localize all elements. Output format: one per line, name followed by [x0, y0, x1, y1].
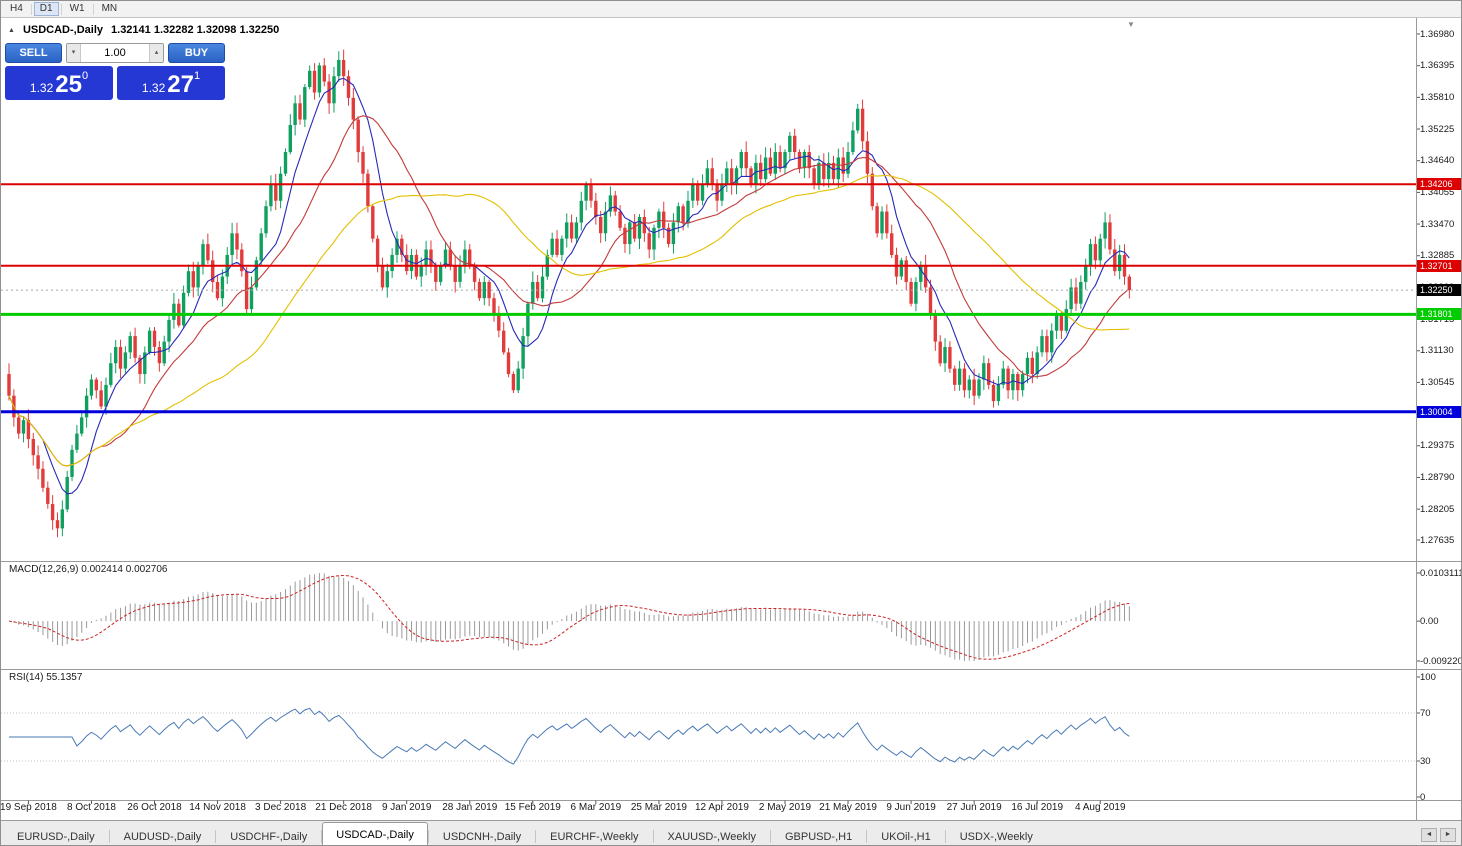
buy-price-prefix: 1.32	[141, 81, 166, 95]
chart-title: ▲ USDCAD-,Daily 1.32141 1.32282 1.32098 …	[8, 24, 279, 36]
tab-eurchf-weekly[interactable]: EURCHF-,Weekly	[550, 831, 639, 843]
trade-controls-row: SELL ▾ 1.00 ▴ BUY	[5, 43, 225, 63]
toolbar-separator	[30, 3, 32, 15]
chart-symbol-icon: ▲	[8, 26, 15, 34]
chart-symbol-label: USDCAD-,Daily	[22, 24, 104, 36]
sell-price-pips: 25	[55, 71, 82, 98]
tab-separator	[866, 830, 868, 843]
rsi-line	[9, 707, 1130, 765]
ma-medium-line	[8, 115, 1130, 467]
one-click-trading-panel: SELL ▾ 1.00 ▴ BUY 1.32 25 0 1.32 27 1	[5, 43, 225, 100]
buy-price-display[interactable]: 1.32 27 1	[117, 66, 225, 100]
sell-price-display[interactable]: 1.32 25 0	[5, 66, 113, 100]
buy-price-point: 1	[193, 70, 201, 82]
sell-price-point: 0	[81, 70, 89, 82]
chart-ohlc-values: 1.32141 1.32282 1.32098 1.32250	[111, 24, 280, 36]
tab-usdcnh-daily[interactable]: USDCNH-,Daily	[442, 831, 522, 843]
timeframe-h4-button[interactable]: H4	[4, 2, 29, 16]
price-axis-column[interactable]	[1417, 18, 1461, 820]
sell-price-prefix: 1.32	[29, 81, 54, 95]
volume-input[interactable]: 1.00	[104, 47, 126, 59]
timeframe-w1-button[interactable]: W1	[64, 2, 91, 16]
tab-usdx-weekly[interactable]: USDX-,Weekly	[959, 831, 1033, 843]
tab-separator	[427, 830, 429, 843]
toolbar-separator	[92, 3, 94, 15]
tab-usdcad-daily[interactable]: USDCAD-,Daily	[322, 822, 428, 845]
tab-separator	[108, 830, 110, 843]
tab-scroll-controls: ◄ ►	[1421, 828, 1459, 842]
tab-ukoil-h1[interactable]: UKOil-,H1	[881, 831, 931, 843]
timeframe-toolbar: H4 D1 W1 MN	[1, 1, 1461, 18]
volume-control: ▾ 1.00 ▴	[66, 43, 164, 63]
ma-slow-line	[8, 174, 1130, 467]
candlestick-series	[7, 49, 1131, 538]
volume-increase-button[interactable]: ▴	[149, 44, 163, 62]
tab-audusd-daily[interactable]: AUDUSD-,Daily	[123, 831, 202, 843]
ma-fast-line	[8, 77, 1130, 495]
tab-separator	[321, 830, 323, 843]
tabs-scroll-right-button[interactable]: ►	[1440, 828, 1456, 842]
tab-separator	[215, 830, 217, 843]
tab-separator	[652, 830, 654, 843]
toolbar-separator	[60, 3, 62, 15]
chart-canvas[interactable]	[1, 18, 1462, 820]
tab-separator	[535, 830, 537, 843]
volume-decrease-button[interactable]: ▾	[67, 44, 81, 62]
tab-usdchf-daily[interactable]: USDCHF-,Daily	[230, 831, 308, 843]
trade-prices-row: 1.32 25 0 1.32 27 1	[5, 66, 225, 100]
tab-xauusd-weekly[interactable]: XAUUSD-,Weekly	[667, 831, 756, 843]
buy-button[interactable]: BUY	[168, 43, 225, 63]
sell-button[interactable]: SELL	[5, 43, 62, 63]
tab-separator	[944, 830, 946, 843]
timeframe-d1-button[interactable]: D1	[33, 2, 59, 16]
timeframe-mn-button[interactable]: MN	[96, 2, 124, 16]
tab-separator	[769, 830, 771, 843]
macd-histogram	[13, 573, 1130, 661]
tab-gbpusd-h1[interactable]: GBPUSD-,H1	[784, 831, 853, 843]
macd-signal-line	[8, 574, 1130, 660]
tab-eurusd-daily[interactable]: EURUSD-,Daily	[17, 831, 95, 843]
tabs-scroll-left-button[interactable]: ◄	[1421, 828, 1437, 842]
chart-tab-bar: EURUSD-,Daily AUDUSD-,Daily USDCHF-,Daily U…	[1, 820, 1461, 845]
buy-price-pips: 27	[167, 71, 194, 98]
